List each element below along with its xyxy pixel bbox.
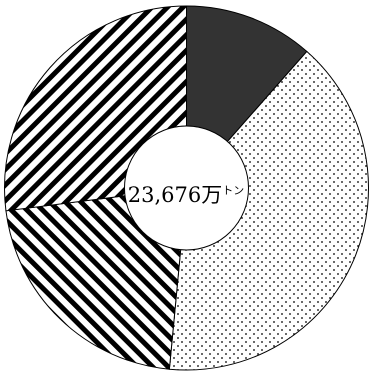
donut-slice-3	[5, 187, 188, 370]
center-value: 23,676	[128, 183, 201, 207]
center-label: 23,676万トン	[128, 183, 244, 207]
donut-hole	[124, 125, 249, 251]
donut-slice-2	[168, 50, 369, 371]
center-unit: 万	[201, 183, 222, 207]
center-unit-suffix: トン	[222, 184, 244, 197]
